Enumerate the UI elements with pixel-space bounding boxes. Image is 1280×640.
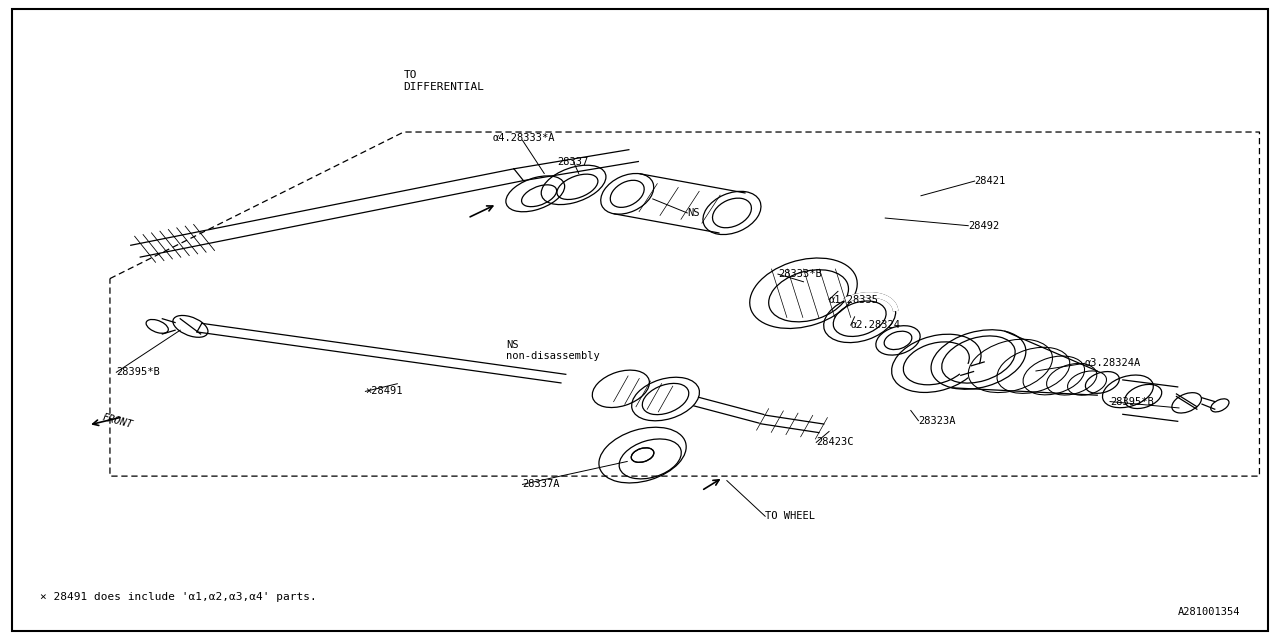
Text: 28337A: 28337A (522, 479, 559, 490)
Text: 28492: 28492 (968, 221, 1000, 230)
Text: NS: NS (687, 208, 700, 218)
Text: TO WHEEL: TO WHEEL (765, 511, 815, 521)
Text: α1.28335: α1.28335 (829, 294, 879, 305)
Text: TO
DIFFERENTIAL: TO DIFFERENTIAL (403, 70, 485, 92)
Text: FRONT: FRONT (101, 412, 134, 429)
Text: × 28491 does include 'α1,α2,α3,α4' parts.: × 28491 does include 'α1,α2,α3,α4' parts… (40, 592, 316, 602)
Text: 28395*B: 28395*B (1110, 397, 1153, 406)
Text: α4.28333*A: α4.28333*A (493, 133, 556, 143)
Text: NS
non-disassembly: NS non-disassembly (506, 340, 599, 362)
Text: 28395*B: 28395*B (116, 367, 160, 377)
Text: ×28491: ×28491 (365, 387, 403, 396)
Text: α2.28324: α2.28324 (851, 320, 901, 330)
Text: 28337: 28337 (557, 157, 589, 167)
Text: 28421: 28421 (974, 176, 1006, 186)
Text: 28423C: 28423C (817, 437, 854, 447)
Ellipse shape (631, 448, 654, 462)
Text: 28323A: 28323A (919, 416, 956, 426)
Text: A281001354: A281001354 (1178, 607, 1240, 617)
Text: α3.28324A: α3.28324A (1084, 358, 1140, 369)
Text: 28333*B: 28333*B (778, 269, 822, 279)
